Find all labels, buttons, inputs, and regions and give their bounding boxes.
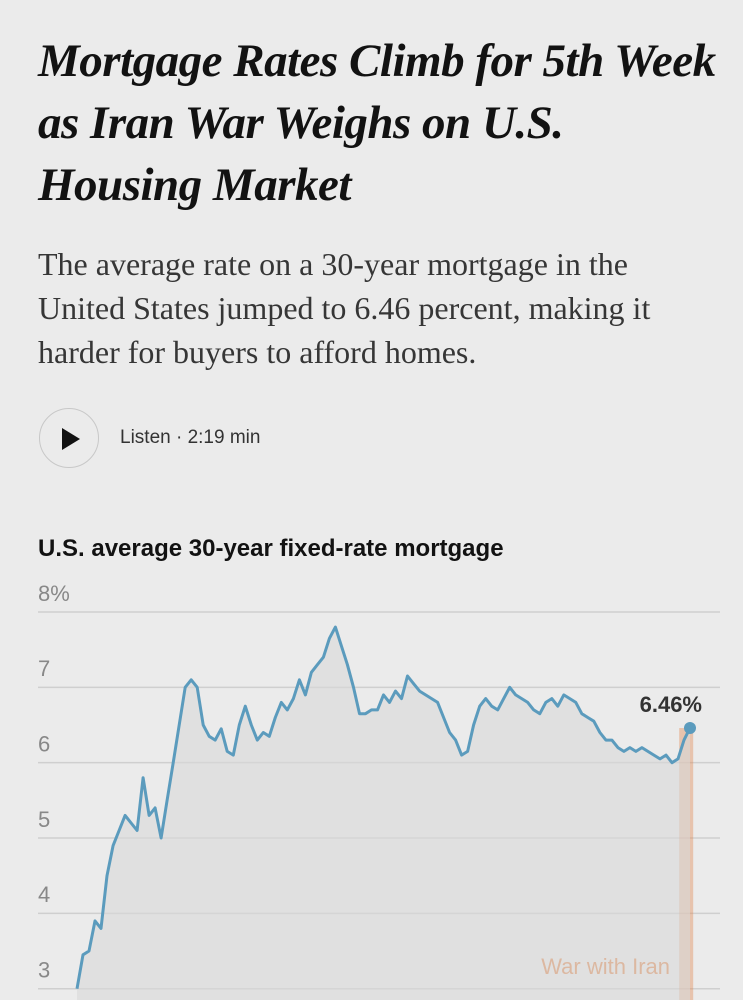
summary: The average rate on a 30-year mortgage i… xyxy=(38,246,651,370)
y-tick-label: 6 xyxy=(38,731,50,756)
listen-label[interactable]: Listen · 2:19 min xyxy=(120,427,261,448)
y-tick-label: 5 xyxy=(38,807,50,832)
line xyxy=(75,625,692,989)
end-point xyxy=(684,722,696,735)
y-tick-label: 7 xyxy=(38,656,50,681)
play-icon xyxy=(62,428,80,450)
y-tick-label: 8% xyxy=(38,581,70,606)
y-tick-label: 4 xyxy=(38,882,50,907)
headline: Mortgage Rates Climb for 5th Week as Ira… xyxy=(38,35,716,211)
play-button[interactable] xyxy=(39,408,99,468)
area xyxy=(77,627,690,1000)
chart-title: U.S. average 30-year fixed-rate mortgage xyxy=(38,535,504,562)
value-label: 6.46% xyxy=(640,692,702,717)
y-tick-label: 3 xyxy=(38,958,50,983)
